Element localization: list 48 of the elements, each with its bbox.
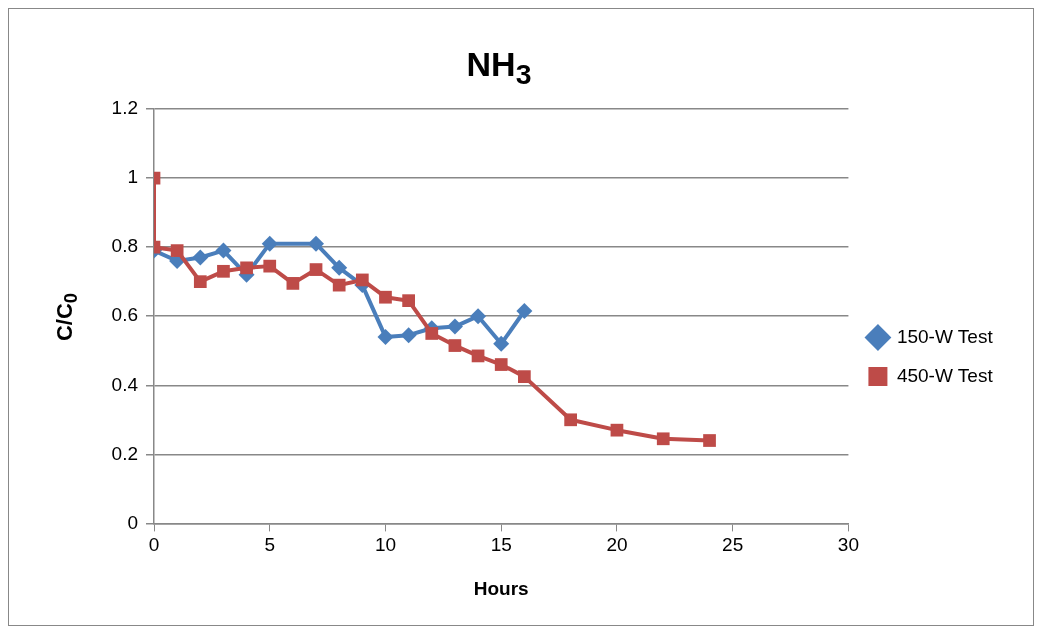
x-tick-label: 20 xyxy=(606,534,628,556)
point xyxy=(400,327,417,344)
point xyxy=(193,275,207,289)
point xyxy=(309,263,323,276)
point xyxy=(331,259,348,276)
point xyxy=(516,303,533,320)
point xyxy=(425,327,439,340)
x-tick-label: 5 xyxy=(264,534,276,556)
point xyxy=(377,328,394,345)
y-tick-label: 1.2 xyxy=(111,97,138,119)
y-tick-label: 0.2 xyxy=(111,442,138,464)
point xyxy=(446,318,463,335)
y-tick-label: 0.8 xyxy=(111,235,138,257)
legend-label: 450-W Test xyxy=(896,364,994,386)
point xyxy=(564,413,578,427)
x-tick-label: 15 xyxy=(490,534,512,556)
point xyxy=(286,277,300,290)
legend-label: 150-W Test xyxy=(896,325,994,347)
point xyxy=(355,273,369,287)
chart-title: NH$_{3}$ xyxy=(465,45,533,91)
point xyxy=(448,339,462,352)
point xyxy=(170,244,184,257)
y-tick-label: 0.4 xyxy=(111,373,139,395)
x-axis-title: Hours xyxy=(473,577,529,599)
point xyxy=(610,423,624,437)
point xyxy=(308,235,325,252)
x-tick-label: 0 xyxy=(148,534,160,556)
point xyxy=(703,434,716,447)
point xyxy=(470,308,487,325)
point xyxy=(379,290,392,304)
point xyxy=(217,264,230,278)
y-tick-label: 1 xyxy=(127,166,138,188)
point xyxy=(493,335,510,352)
point xyxy=(261,235,278,252)
y-tick-label: 0.6 xyxy=(111,304,138,326)
x-tick-label: 30 xyxy=(837,534,859,556)
point xyxy=(656,432,670,446)
x-tick-label: 10 xyxy=(374,534,397,556)
point xyxy=(517,370,531,383)
y-tick-label: 0 xyxy=(127,511,138,533)
point xyxy=(494,358,508,371)
point xyxy=(240,261,253,275)
point xyxy=(402,294,415,308)
point xyxy=(332,278,346,292)
point xyxy=(215,242,232,259)
point xyxy=(192,249,209,266)
x-tick-label: 25 xyxy=(722,534,744,556)
point xyxy=(263,259,277,273)
